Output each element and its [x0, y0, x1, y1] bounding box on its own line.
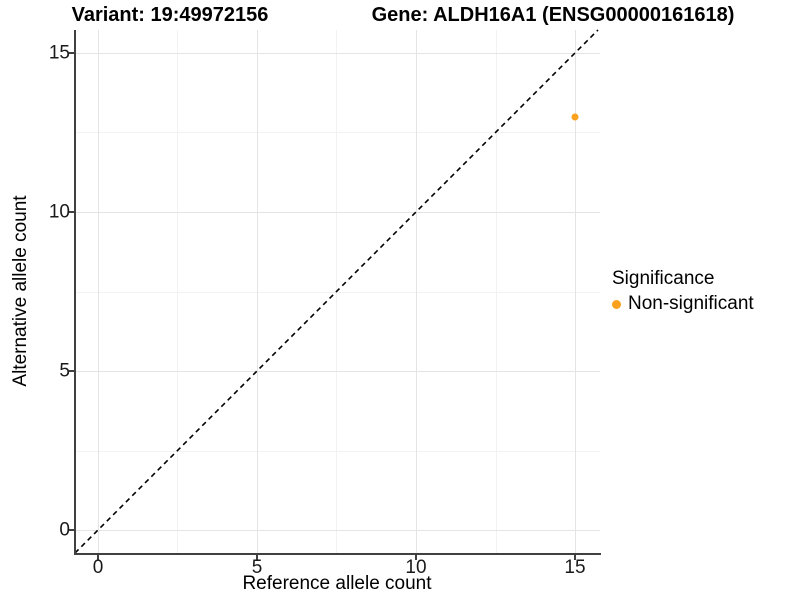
- legend-item-label: Non-significant: [628, 293, 754, 314]
- legend-item: Non-significant: [612, 293, 754, 315]
- y-axis-line: [74, 30, 76, 555]
- x-tick-mark: [574, 555, 576, 560]
- x-axis-line: [74, 553, 601, 555]
- x-tick-label: 10: [405, 557, 427, 578]
- x-tick-label: 0: [92, 557, 104, 578]
- x-gridline: [256, 30, 258, 553]
- y-tick-label: 15: [48, 42, 70, 64]
- data-point: [571, 113, 579, 121]
- x-tick-mark: [255, 555, 258, 560]
- reference-line-svg: [74, 29, 599, 554]
- y-gridline: [75, 371, 600, 372]
- identity-dashed-line: [74, 29, 599, 554]
- y-tick-mark: [69, 210, 74, 213]
- x-tick-label: 15: [564, 557, 586, 578]
- x-gridline: [416, 30, 417, 553]
- y-tick-label: 5: [59, 360, 70, 382]
- y-tick-mark: [69, 51, 74, 54]
- x-axis-title: Reference allele count: [242, 573, 432, 594]
- x-tick-mark: [415, 555, 417, 560]
- y-axis-title: Alternative allele count: [10, 195, 31, 387]
- plot-panel: [74, 29, 600, 554]
- y-gridline: [75, 211, 600, 213]
- plot-title-gene: Gene: ALDH16A1 (ENSG00000161618): [371, 4, 735, 26]
- y-minor-gridline: [75, 291, 600, 293]
- legend-title: Significance: [612, 268, 715, 289]
- x-gridline: [575, 30, 576, 553]
- plot-title-variant: Variant: 19:49972156: [71, 4, 269, 26]
- legend: Significance Non-significant: [612, 268, 754, 315]
- y-tick-mark: [69, 370, 74, 372]
- x-gridline: [97, 30, 99, 553]
- y-tick-label: 0: [59, 519, 70, 541]
- x-tick-label: 5: [251, 557, 263, 578]
- legend-point-icon: [612, 299, 621, 309]
- y-minor-gridline: [75, 450, 600, 452]
- y-tick-mark: [69, 529, 74, 531]
- y-gridline: [75, 530, 600, 531]
- y-tick-label: 10: [48, 201, 70, 223]
- y-gridline: [75, 52, 600, 54]
- x-tick-mark: [96, 555, 99, 560]
- y-minor-gridline: [75, 132, 600, 134]
